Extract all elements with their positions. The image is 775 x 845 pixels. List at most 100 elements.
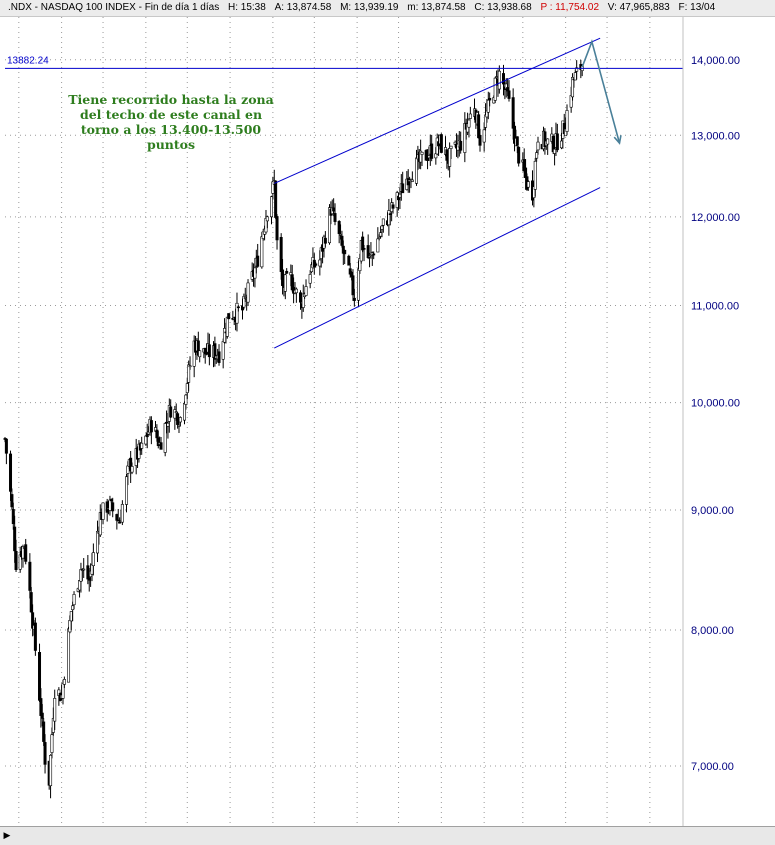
candle-body: [356, 268, 360, 301]
candle-body: [227, 313, 231, 320]
candle-body: [323, 237, 327, 244]
candle-body: [414, 157, 418, 184]
candle-body: [118, 521, 122, 524]
candle-body: [347, 255, 351, 266]
candle-body: [14, 550, 18, 570]
projection-arrow: [581, 39, 621, 144]
candle-body: [91, 552, 95, 566]
candle-body: [467, 119, 471, 128]
candle-body: [459, 140, 463, 151]
candle-body: [535, 152, 539, 159]
candle-body: [50, 734, 54, 753]
candle-body: [274, 180, 278, 218]
candle-body: [279, 237, 283, 272]
candle-body: [477, 114, 481, 139]
candle-body: [115, 514, 119, 521]
candle-body: [339, 234, 343, 236]
candle-body: [410, 179, 414, 182]
candle-body: [87, 577, 91, 581]
candle-body: [376, 238, 380, 253]
candle-body: [283, 274, 287, 292]
candle-body: [71, 605, 75, 611]
candle-body: [318, 259, 322, 267]
y-tick-label: 13,000.00: [691, 130, 740, 142]
candle-body: [253, 267, 257, 279]
candle-body: [149, 420, 153, 433]
grid: [5, 17, 683, 826]
candle-body: [183, 402, 187, 421]
candle-body: [439, 134, 443, 153]
candle-body: [501, 73, 505, 85]
candle-body: [571, 77, 575, 98]
candle-body: [575, 67, 579, 72]
scroll-left-icon[interactable]: ▶: [3, 830, 11, 840]
candle-body: [391, 204, 395, 209]
header-f: F: 13/04: [678, 2, 716, 13]
candle-body: [482, 129, 486, 143]
candle-body: [434, 153, 438, 159]
candle-body: [381, 218, 385, 226]
time-axis-bar: [0, 826, 775, 845]
candle-body: [176, 413, 180, 425]
header-m: M: 13,939.19: [340, 2, 399, 13]
overlays: 13882.24: [5, 37, 683, 349]
candle-body: [13, 526, 17, 552]
candle-body: [559, 140, 563, 149]
candle-body: [275, 216, 279, 241]
candle-body: [511, 97, 515, 129]
candle-body: [265, 216, 269, 222]
candle-body: [515, 136, 519, 146]
candle-body: [155, 429, 159, 439]
candle-body: [207, 344, 211, 358]
channel-upper-line: [274, 37, 601, 184]
candle-body: [217, 351, 221, 363]
candle-body: [198, 350, 202, 358]
candle-body: [116, 519, 120, 522]
candle-body: [24, 544, 28, 562]
candle-body: [488, 97, 492, 101]
candle-body: [333, 213, 337, 222]
header-symbol: .NDX - NASDAQ 100 INDEX - Fin de día 1 d…: [8, 2, 220, 13]
candle-body: [62, 679, 66, 685]
header-p: P : 11,754.02: [540, 2, 600, 13]
candle-body: [108, 499, 112, 511]
candle-body: [533, 160, 537, 190]
candle-body: [543, 131, 547, 148]
y-tick-label: 8,000.00: [691, 625, 734, 637]
candle-body: [362, 248, 366, 250]
candle-body: [188, 365, 192, 368]
candle-body: [351, 275, 355, 296]
y-axis: 7,000.00 8,000.00 9,000.00 10,000.00 11,000.…: [682, 17, 740, 826]
candle-body: [111, 502, 115, 512]
candle-body: [304, 286, 308, 296]
header-h: H: 15:38: [227, 2, 266, 13]
candle-body: [140, 442, 144, 449]
candle-body: [526, 181, 530, 188]
candle-body: [166, 422, 170, 427]
candle-body: [109, 499, 113, 502]
candle-body: [361, 236, 365, 251]
candle-body: [225, 316, 229, 337]
candle-body: [294, 288, 298, 294]
candle-body: [401, 183, 405, 194]
candle-body: [178, 417, 182, 423]
candle-body: [314, 263, 318, 266]
candle-body: [61, 683, 65, 699]
candle-body: [49, 755, 53, 787]
candle-body: [337, 221, 341, 234]
candle-body: [372, 253, 376, 256]
candle-body: [33, 622, 37, 651]
candle-body: [368, 255, 372, 258]
candle-body: [9, 453, 13, 492]
candle-body: [86, 565, 90, 580]
y-tick-label: 10,000.00: [691, 398, 740, 410]
candle-body: [177, 424, 181, 427]
candle-body: [495, 76, 499, 78]
candle-body: [96, 531, 100, 554]
candle-body: [68, 620, 72, 633]
candle-body: [236, 306, 240, 309]
candle-body: [53, 698, 57, 722]
candles: [3, 59, 584, 799]
candle-body: [328, 207, 332, 244]
